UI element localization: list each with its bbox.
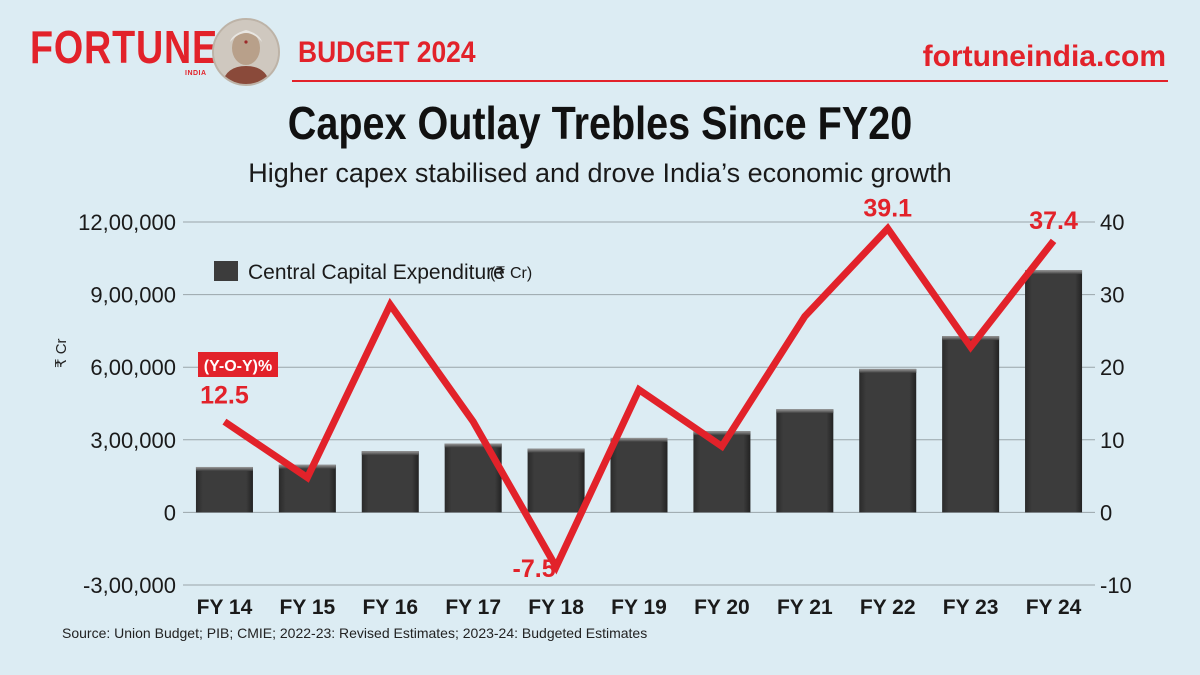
- bar: [859, 368, 917, 513]
- left-tick-label: 12,00,000: [78, 210, 176, 235]
- portrait-icon: [214, 20, 278, 84]
- bar-top: [278, 464, 336, 469]
- x-tick-label: FY 22: [860, 596, 916, 619]
- bar-top: [693, 431, 751, 436]
- site-link[interactable]: fortuneindia.com: [922, 40, 1166, 73]
- left-tick-label: 6,00,000: [90, 355, 176, 380]
- avatar: [212, 18, 280, 86]
- bar-top: [610, 437, 668, 442]
- x-tick-label: FY 15: [280, 596, 336, 619]
- chart-subtitle: Higher capex stabilised and drove India’…: [248, 158, 952, 188]
- bar-top: [859, 368, 917, 373]
- data-label: -7.5: [513, 555, 556, 583]
- x-tick-label: FY 19: [611, 596, 667, 619]
- bar: [776, 409, 834, 513]
- bar: [527, 448, 585, 513]
- x-tick-label: FY 21: [777, 596, 833, 619]
- data-label: 37.4: [1029, 207, 1078, 235]
- bar: [195, 466, 253, 513]
- right-tick-label: 10: [1100, 428, 1124, 453]
- data-label: 39.1: [863, 195, 912, 223]
- x-tick-label: FY 16: [362, 596, 418, 619]
- bar-top: [942, 336, 1000, 341]
- x-tick-label: FY 18: [528, 596, 584, 619]
- brand-logo[interactable]: FORTUNE: [30, 21, 219, 73]
- right-tick-label: -10: [1100, 573, 1132, 598]
- x-tick-label: FY 24: [1026, 596, 1082, 619]
- header-rule: [292, 80, 1168, 82]
- budget-label: BUDGET 2024: [298, 36, 476, 69]
- brand-sub: INDIA: [185, 70, 207, 77]
- source-note: Source: Union Budget; PIB; CMIE; 2022-23…: [62, 625, 648, 641]
- bar-top: [1025, 270, 1083, 275]
- left-tick-label: -3,00,000: [83, 573, 176, 598]
- yoy-line: [222, 223, 1057, 575]
- x-tick-label: FY 20: [694, 596, 750, 619]
- x-tick-label: FY 23: [943, 596, 999, 619]
- x-tick-label: FY 17: [445, 596, 501, 619]
- right-tick-label: 20: [1100, 355, 1124, 380]
- data-label: 12.5: [200, 382, 249, 410]
- bar: [1025, 270, 1083, 513]
- bar-top: [527, 448, 585, 453]
- x-tick-label: FY 14: [197, 596, 253, 619]
- bar-top: [444, 443, 502, 448]
- bar: [942, 336, 1000, 513]
- right-tick-label: 30: [1100, 283, 1124, 308]
- bar-top: [195, 466, 253, 471]
- bar: [361, 451, 419, 513]
- header: FORTUNE INDIA BUDGET 2024 fortuneindia.c…: [0, 0, 1200, 90]
- right-tick-label: 0: [1100, 500, 1112, 525]
- left-axis-label: ₹ Cr: [53, 338, 70, 368]
- legend-label: Central Capital Expenditure: [248, 261, 505, 284]
- legend-swatch: [214, 261, 238, 281]
- left-tick-label: 0: [164, 500, 176, 525]
- yoy-badge: [198, 352, 278, 377]
- left-tick-label: 9,00,000: [90, 283, 176, 308]
- bar-top: [776, 409, 834, 414]
- left-tick-label: 3,00,000: [90, 428, 176, 453]
- bar-top: [361, 451, 419, 456]
- chart-title: Capex Outlay Trebles Since FY20: [287, 97, 913, 149]
- yoy-badge-label: (Y-O-Y)%: [204, 358, 272, 375]
- bar: [610, 437, 668, 513]
- right-tick-label: 40: [1100, 210, 1124, 235]
- legend-unit: (₹ Cr): [490, 265, 532, 282]
